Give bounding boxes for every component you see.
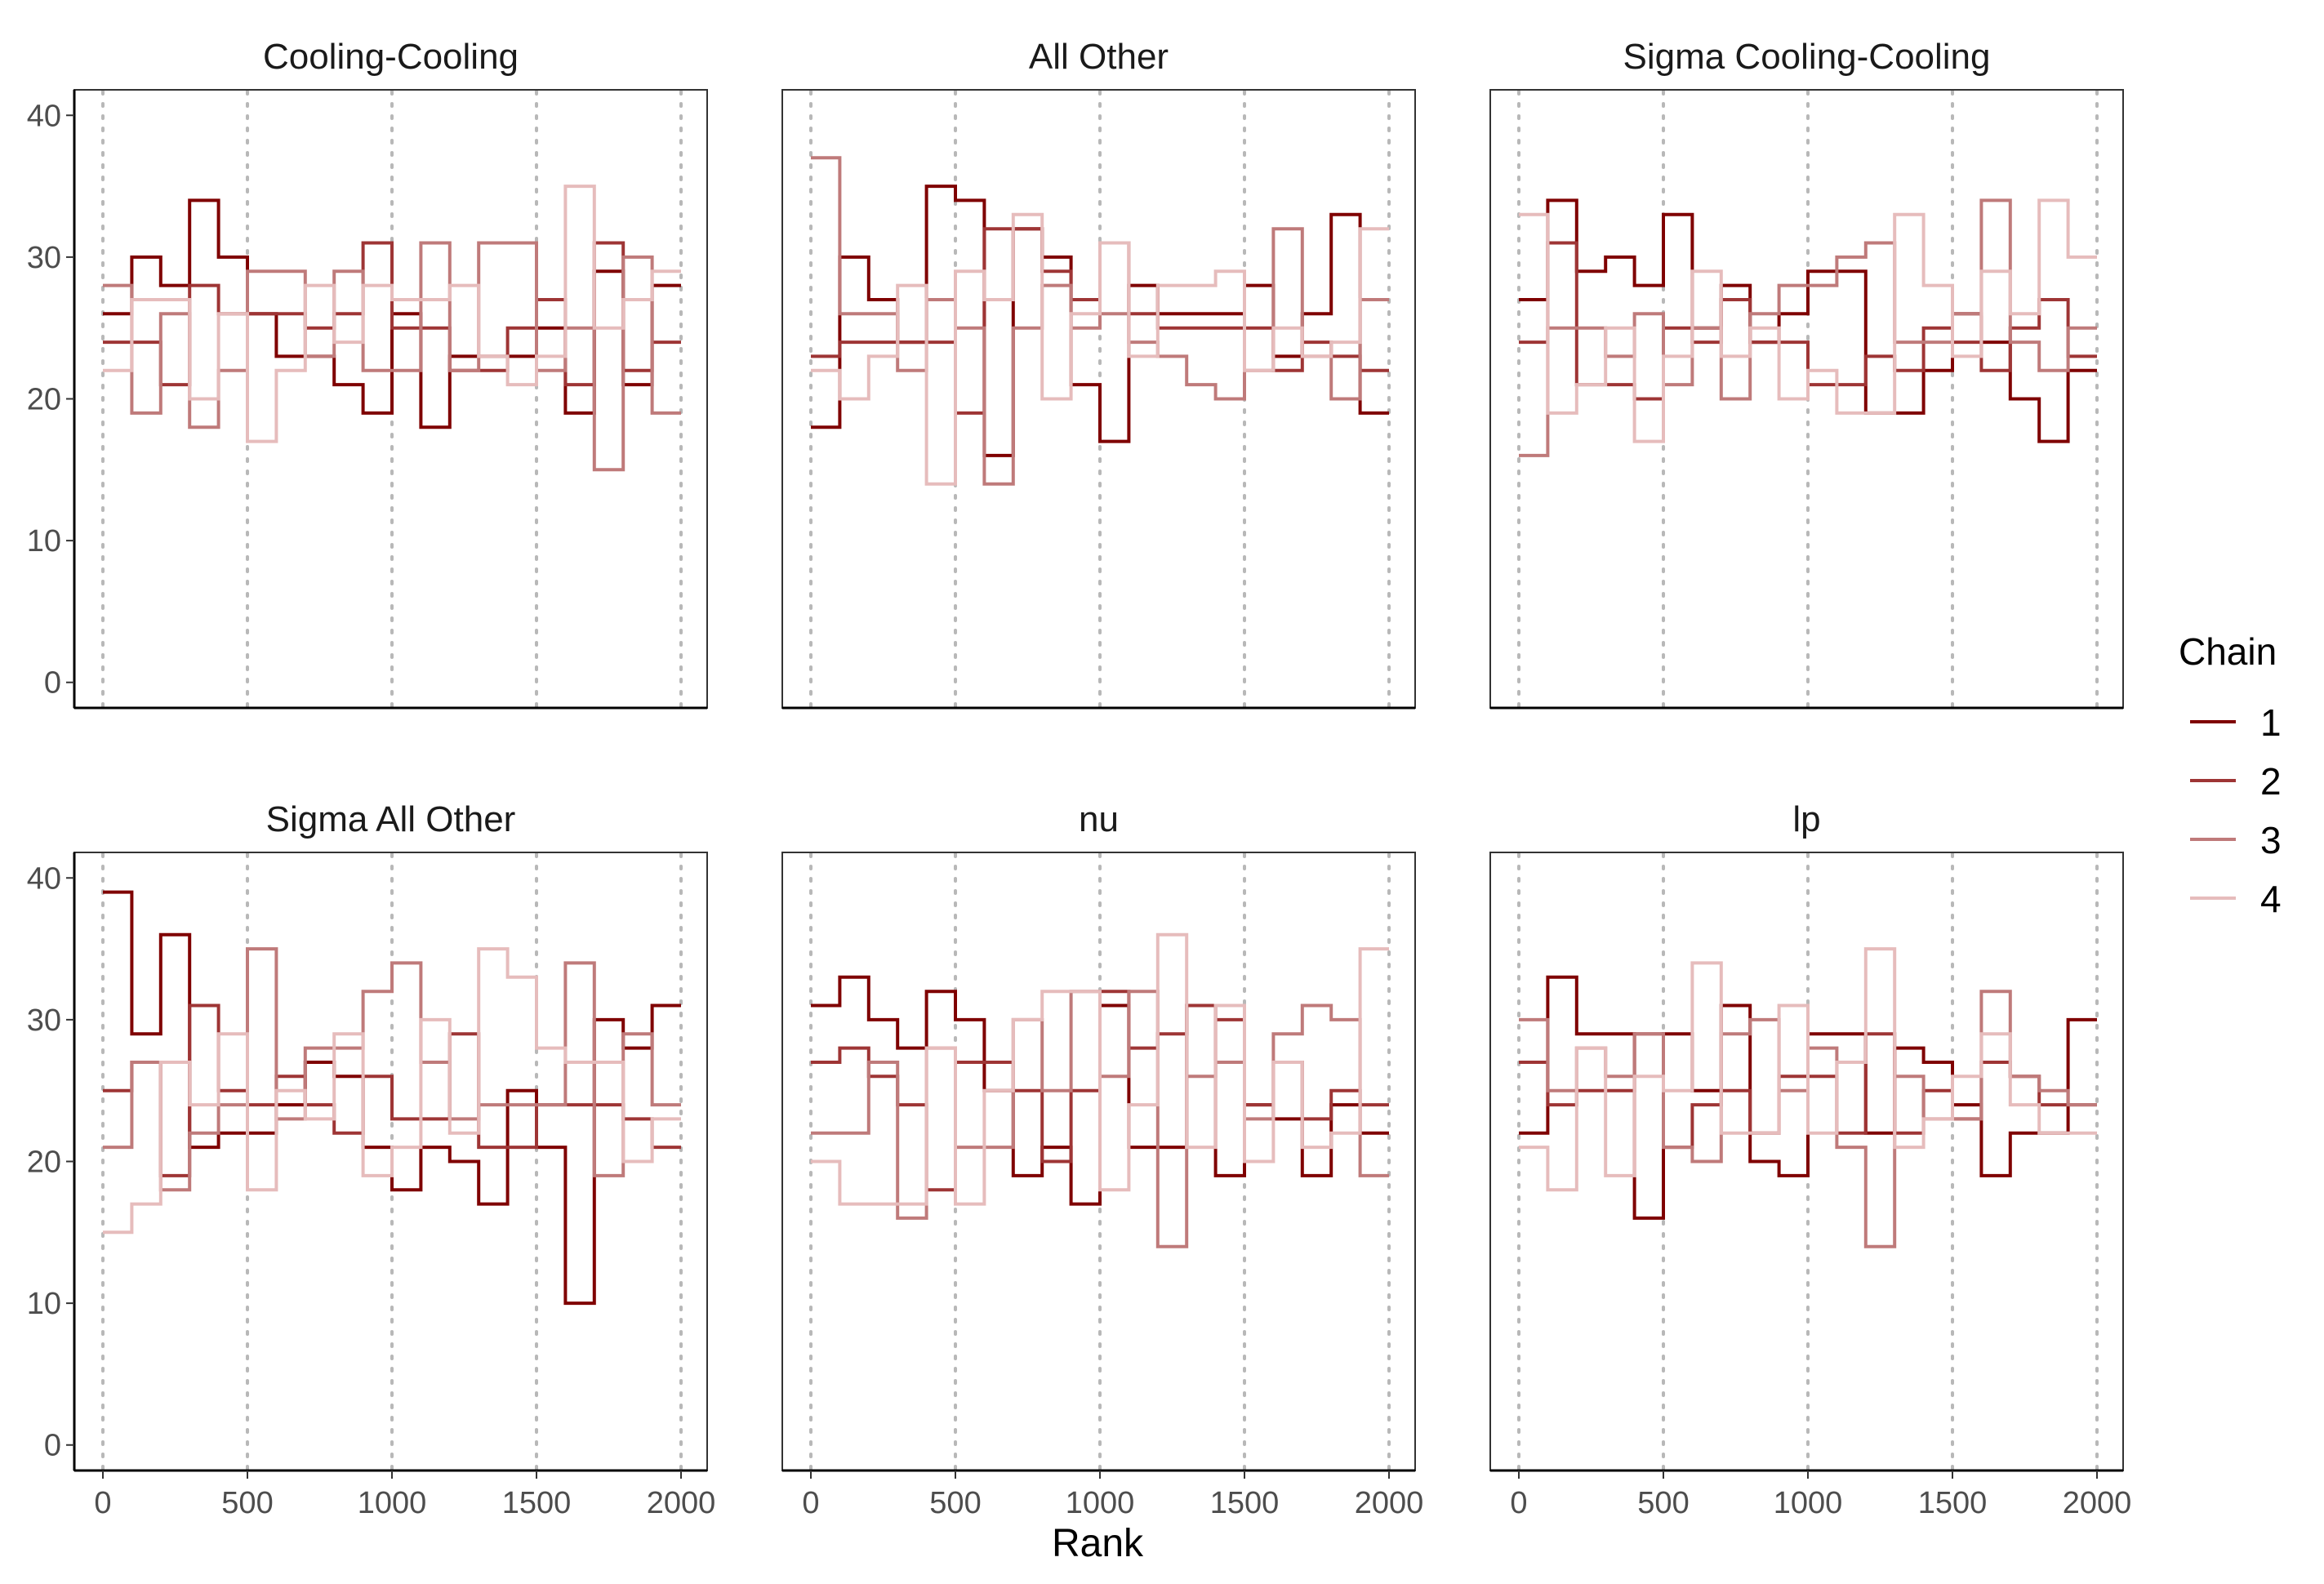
x-tick-label: 500 (929, 1486, 981, 1520)
x-tick-label: 0 (802, 1486, 819, 1520)
y-tick-label: 10 (27, 524, 61, 558)
panel-2: All Other (781, 37, 1416, 710)
x-tick-label: 500 (1637, 1486, 1689, 1520)
y-tick-label: 10 (27, 1287, 61, 1321)
legend-item-chain-2: 2 (2190, 760, 2282, 803)
x-tick-label: 2000 (1355, 1486, 1424, 1520)
panel-title: Sigma Cooling-Cooling (1623, 37, 1990, 77)
y-tick-label: 30 (27, 241, 61, 275)
panel-title: All Other (1029, 37, 1169, 77)
panel-title: Sigma All Other (266, 799, 516, 839)
series-line-chain-4 (1519, 198, 2097, 443)
x-tick-label: 2000 (647, 1486, 716, 1520)
series-line-chain-4 (811, 932, 1389, 1206)
y-tick-label: 0 (44, 666, 61, 701)
series-line-chain-4 (103, 947, 681, 1235)
panel-1: Cooling-Cooling 0 10 20 30 40 (27, 37, 708, 710)
series-line-chain-1 (1519, 198, 2097, 443)
panel-3: Sigma Cooling-Cooling (1489, 37, 2124, 710)
legend: Chain 1 2 3 4 (2179, 630, 2282, 920)
y-tick-label: 30 (27, 1003, 61, 1038)
y-tick-label: 20 (27, 383, 61, 417)
legend-title: Chain (2179, 630, 2277, 673)
series-line-chain-1 (811, 975, 1389, 1206)
facet-panels: Cooling-Cooling 0 10 20 30 40 All Other Sigma C… (27, 37, 2132, 1520)
legend-label: 2 (2260, 760, 2282, 803)
series-line-chain-4 (1519, 947, 2097, 1192)
x-tick-label: 2000 (2063, 1486, 2132, 1520)
y-tick-label: 0 (44, 1429, 61, 1463)
x-tick-label: 1500 (1918, 1486, 1988, 1520)
panel-title: lp (1792, 799, 1820, 839)
x-tick-label: 1000 (1774, 1486, 1843, 1520)
x-tick-label: 1000 (358, 1486, 427, 1520)
legend-item-chain-4: 4 (2190, 878, 2282, 920)
x-tick-label: 1000 (1066, 1486, 1135, 1520)
y-tick-label: 20 (27, 1146, 61, 1180)
panel-title: nu (1079, 799, 1119, 839)
x-tick-label: 0 (1510, 1486, 1527, 1520)
legend-item-chain-1: 1 (2190, 701, 2282, 744)
legend-item-chain-3: 3 (2190, 819, 2282, 861)
y-tick-label: 40 (27, 99, 61, 133)
legend-label: 3 (2260, 819, 2282, 861)
series-line-chain-4 (103, 185, 681, 443)
panel-title: Cooling-Cooling (263, 37, 519, 77)
panel-5: nu 0 500 1000 1500 2000 (781, 799, 1424, 1520)
series-line-chain-3 (103, 947, 681, 1192)
y-tick-label: 40 (27, 861, 61, 896)
series-line-chain-4 (811, 212, 1389, 486)
x-axis-title: Rank (1052, 1522, 1144, 1565)
x-tick-label: 500 (221, 1486, 273, 1520)
series-line-chain-1 (103, 890, 681, 1306)
x-tick-label: 1500 (502, 1486, 572, 1520)
panel-4: Sigma All Other 0 10 20 30 40 0 500 1000 1500 2000 (27, 799, 716, 1520)
legend-label: 1 (2260, 701, 2282, 744)
x-tick-label: 1500 (1210, 1486, 1280, 1520)
legend-label: 4 (2260, 878, 2282, 920)
x-tick-label: 0 (94, 1486, 111, 1520)
panel-6: lp 0 500 1000 1500 2000 (1489, 799, 2132, 1520)
